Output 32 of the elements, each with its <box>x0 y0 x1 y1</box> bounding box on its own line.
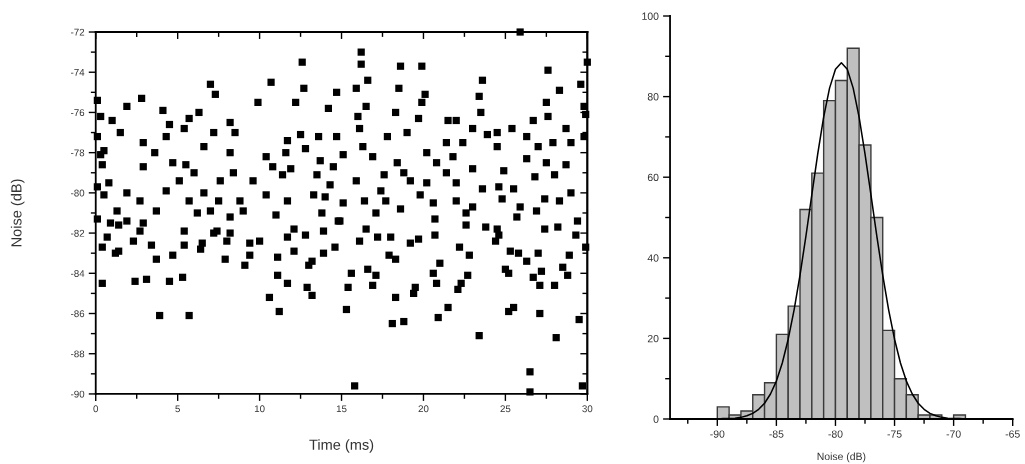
y-tick-label: -74 <box>71 69 85 76</box>
x-tick-label: -90 <box>710 430 725 438</box>
y-tick-label: -88 <box>71 350 85 358</box>
y-tick-label: 20 <box>647 334 659 343</box>
x-tick-label: 5 <box>175 405 180 413</box>
y-tick-label: -82 <box>71 229 85 237</box>
x-tick-label: -80 <box>828 430 843 438</box>
y-tick-label: -78 <box>71 149 85 157</box>
y-tick-label: 0 <box>653 415 659 423</box>
y-tick-label: 60 <box>647 173 659 182</box>
x-tick-label: -65 <box>1005 430 1020 438</box>
y-tick-label: -84 <box>71 270 85 277</box>
y-tick-label: -72 <box>71 28 85 36</box>
x-tick-label: -85 <box>769 430 784 438</box>
y-tick-label: 40 <box>647 254 659 262</box>
y-tick-label: -76 <box>71 109 85 117</box>
x-axis-title: Time (ms) <box>309 439 374 453</box>
y-tick-label: 100 <box>642 12 659 20</box>
x-tick-label: 25 <box>500 405 511 413</box>
y-tick-label: -90 <box>71 390 85 398</box>
x-tick-label: 30 <box>582 405 593 413</box>
y-tick-label: -80 <box>71 189 85 197</box>
y-tick-label: 80 <box>647 93 659 101</box>
x-tick-label: 20 <box>418 405 429 413</box>
y-axis-title: Noise (dB) <box>10 179 25 247</box>
x-tick-label: -70 <box>946 430 961 438</box>
x-axis-title: Noise (dB) <box>817 452 866 463</box>
x-tick-label: 15 <box>336 405 347 413</box>
x-tick-label: 10 <box>254 405 265 413</box>
y-tick-label: -86 <box>71 310 85 318</box>
x-tick-label: -75 <box>887 430 902 438</box>
x-tick-label: 0 <box>93 405 99 413</box>
